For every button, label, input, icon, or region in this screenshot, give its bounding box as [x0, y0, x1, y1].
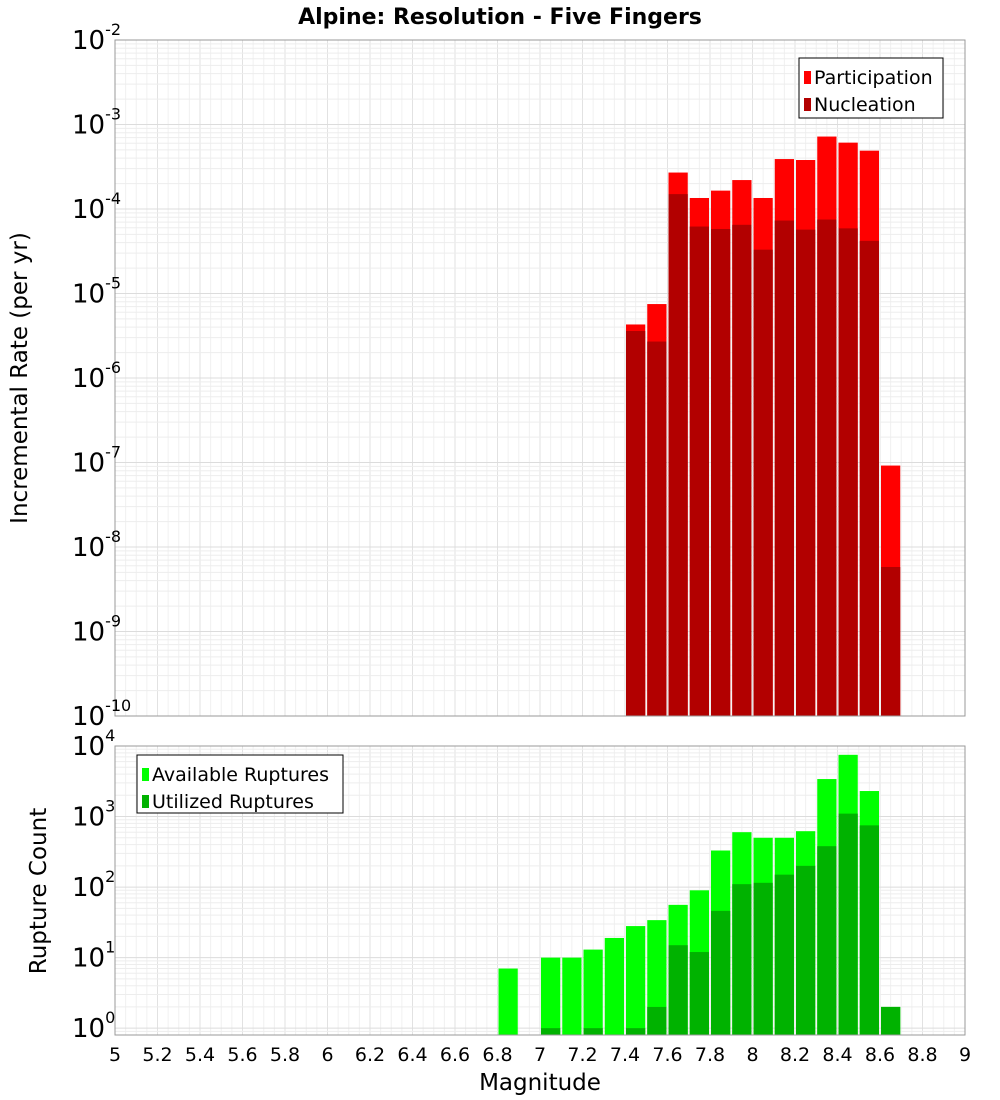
x-tick-label: 7.4 — [610, 1044, 640, 1066]
chart-title: Alpine: Resolution - Five Fingers — [298, 5, 702, 30]
y-tick-label: 10-4 — [72, 189, 121, 225]
bar-nucleation — [626, 330, 646, 716]
legend-swatch — [804, 71, 811, 84]
y-tick-label: 104 — [72, 726, 115, 762]
bar-nucleation — [881, 566, 901, 716]
bar-available-ruptures — [647, 920, 667, 1035]
y-tick-label: 10-9 — [72, 612, 121, 648]
x-tick-label: 7 — [534, 1044, 546, 1066]
y-tick-label: 101 — [72, 938, 115, 974]
bar-utilized-ruptures — [626, 1028, 646, 1035]
x-tick-label: 9 — [959, 1044, 971, 1066]
x-tick-label: 5.2 — [142, 1044, 172, 1066]
legend-label: Available Ruptures — [152, 764, 329, 786]
bar-utilized-ruptures — [838, 813, 858, 1035]
x-tick-label: 7.8 — [695, 1044, 725, 1066]
x-tick-label: 8 — [746, 1044, 758, 1066]
x-tick-label: 5.6 — [227, 1044, 257, 1066]
bar-nucleation — [689, 226, 709, 716]
y-tick-label: 10-6 — [72, 358, 121, 394]
bar-available-ruptures — [562, 957, 582, 1035]
bar-nucleation — [796, 229, 816, 716]
top-legend: Participation Nucleation — [798, 57, 944, 119]
bar-utilized-ruptures — [689, 952, 709, 1035]
bar-utilized-ruptures — [753, 882, 773, 1035]
y-tick-label: 10-3 — [72, 105, 121, 141]
top-grid — [114, 39, 966, 717]
y-tick-label: 102 — [72, 867, 115, 903]
bar-utilized-ruptures — [774, 874, 794, 1035]
legend-box — [136, 754, 344, 814]
legend-label: Participation — [814, 67, 933, 89]
bar-available-ruptures — [604, 937, 624, 1035]
legend-box — [798, 57, 944, 119]
bottom-legend: Available Ruptures Utilized Ruptures — [136, 754, 344, 814]
bar-utilized-ruptures — [583, 1028, 603, 1035]
x-tick-label: 6.4 — [397, 1044, 427, 1066]
y-tick-label: 10-8 — [72, 527, 121, 563]
x-tick-label: 7.2 — [567, 1044, 597, 1066]
bottom-bars — [498, 754, 901, 1035]
x-tick-label: 8.4 — [822, 1044, 852, 1066]
top-plot-border — [114, 39, 966, 717]
legend-swatch — [804, 98, 811, 111]
legend-swatch — [142, 795, 149, 808]
bar-utilized-ruptures — [732, 884, 752, 1035]
bottom-y-axis-label: Rupture Count — [26, 808, 52, 974]
bar-nucleation — [753, 249, 773, 716]
legend-label: Nucleation — [814, 94, 916, 116]
bar-utilized-ruptures — [881, 1006, 901, 1035]
x-tick-label: 5.8 — [270, 1044, 300, 1066]
x-tick-label: 6.2 — [355, 1044, 385, 1066]
bottom-y-tick-labels: 104 103 102 101 100 — [72, 726, 115, 1044]
bar-utilized-ruptures — [859, 825, 879, 1035]
bar-available-ruptures — [626, 926, 646, 1035]
bar-nucleation — [732, 224, 752, 716]
y-tick-label: 103 — [72, 797, 115, 833]
x-axis-label: Magnitude — [479, 1070, 601, 1096]
x-tick-label: 5 — [109, 1044, 121, 1066]
top-y-axis-label: Incremental Rate (per yr) — [7, 232, 33, 524]
x-tick-label: 8.8 — [907, 1044, 937, 1066]
legend-swatch — [142, 768, 149, 781]
y-tick-label: 10-2 — [72, 20, 121, 56]
bar-utilized-ruptures — [668, 945, 688, 1035]
bar-available-ruptures — [583, 949, 603, 1035]
legend-label: Utilized Ruptures — [152, 791, 314, 813]
bar-utilized-ruptures — [817, 846, 837, 1035]
bar-utilized-ruptures — [796, 865, 816, 1035]
bar-nucleation — [817, 219, 837, 717]
bar-utilized-ruptures — [541, 1028, 561, 1035]
y-tick-label: 10-10 — [72, 696, 131, 732]
bar-available-ruptures — [541, 957, 561, 1035]
x-tick-label: 6.8 — [482, 1044, 512, 1066]
bar-nucleation — [711, 228, 731, 716]
bar-nucleation — [774, 220, 794, 716]
bottom-plot-border — [114, 745, 966, 1036]
bar-utilized-ruptures — [647, 1006, 667, 1035]
x-tick-labels: 5 5.2 5.4 5.6 5.8 6 6.2 6.4 6.6 6.8 7 7.2 7.4 7.6 7.8 8… — [109, 1044, 971, 1066]
bar-nucleation — [647, 341, 667, 716]
y-tick-label: 10-7 — [72, 443, 121, 479]
bar-nucleation — [668, 194, 688, 716]
x-tick-label: 6 — [321, 1044, 333, 1066]
y-tick-label: 10-5 — [72, 274, 121, 310]
top-y-tick-labels: 10-2 10-3 10-4 10-5 10-6 10-7 10-8 10-9 10-10 — [72, 20, 131, 732]
y-tick-label: 100 — [72, 1008, 115, 1044]
bar-utilized-ruptures — [711, 910, 731, 1035]
x-tick-label: 8.2 — [780, 1044, 810, 1066]
x-tick-label: 5.4 — [185, 1044, 215, 1066]
top-panel: 10-2 10-3 10-4 10-5 10-6 10-7 10-8 10-9 10-10 In… — [7, 20, 966, 732]
bar-nucleation — [838, 228, 858, 716]
x-tick-label: 8.6 — [865, 1044, 895, 1066]
x-tick-label: 7.6 — [652, 1044, 682, 1066]
top-bars — [626, 136, 901, 717]
bar-available-ruptures — [498, 968, 518, 1035]
bottom-panel: 104 103 102 101 100 Rupture Count Available … — [26, 726, 966, 1044]
x-tick-label: 6.6 — [440, 1044, 470, 1066]
bar-nucleation — [859, 240, 879, 716]
